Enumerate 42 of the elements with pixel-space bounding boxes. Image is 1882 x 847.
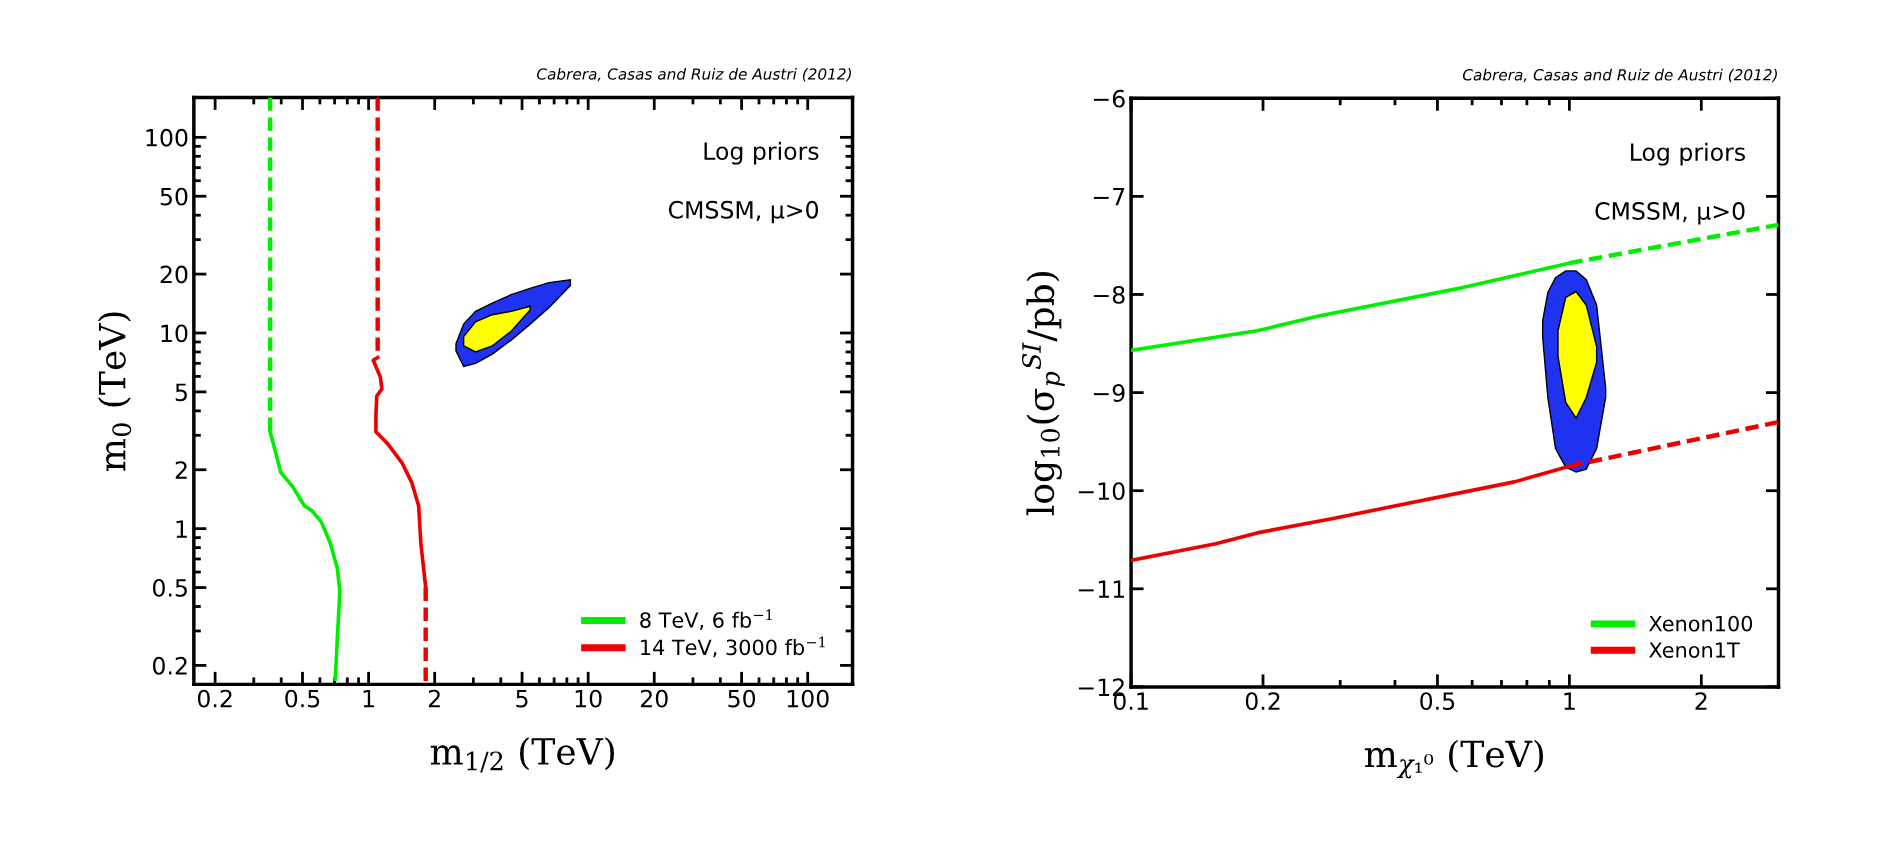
y-tick-label: 20 xyxy=(160,265,188,284)
y-tick-label: −9 xyxy=(1093,384,1125,402)
y-tick-label: 5 xyxy=(175,383,187,402)
annotation: Log priors xyxy=(1631,142,1745,166)
x-tick-label: 2 xyxy=(428,689,440,708)
y-axis-title: m$_{0}$ (TeV) xyxy=(97,312,132,472)
legend-label: Xenon100 xyxy=(1649,615,1753,632)
y-tick-label: −11 xyxy=(1078,580,1125,598)
x-tick-label: 0.5 xyxy=(1420,692,1455,711)
x-tick-label: 1 xyxy=(1564,692,1575,710)
y-tick-label: −7 xyxy=(1093,188,1125,206)
y-tick-label: 50 xyxy=(160,187,188,206)
annotation: Log priors xyxy=(704,141,819,165)
y-tick-label: −6 xyxy=(1093,89,1125,108)
x-tick-label: 0.5 xyxy=(285,689,320,708)
annotation: CMSSM, μ>0 xyxy=(668,200,819,224)
x-tick-label: 1 xyxy=(363,689,374,708)
annotation: CMSSM, μ>0 xyxy=(1595,202,1745,225)
x-axis-title: m$_{1/2}$ (TeV) xyxy=(430,737,615,773)
legend-label: 8 TeV, 6 fb$^{−1}$ xyxy=(640,609,772,631)
x-tick-label: 50 xyxy=(728,689,756,708)
x-tick-label: 5 xyxy=(516,689,528,708)
text: Cabrera, Casas and Ruiz de Austri (2012) xyxy=(1462,68,1777,83)
text: Cabrera, Casas and Ruiz de Austri (2012) xyxy=(537,67,851,82)
y-tick-label: −8 xyxy=(1093,285,1125,304)
y-tick-label: 2 xyxy=(175,461,187,479)
legend-label: Xenon1T xyxy=(1649,642,1740,658)
y-tick-label: 1 xyxy=(176,520,187,538)
x-axis-title: m$_{χ₁⁰}$ (TeV) xyxy=(1364,739,1544,779)
y-tick-label: 100 xyxy=(146,128,188,147)
x-tick-label: 10 xyxy=(575,689,602,708)
y-tick-label: 0.2 xyxy=(152,656,187,675)
x-tick-label: 0.2 xyxy=(197,689,232,708)
x-tick-label: 2 xyxy=(1695,692,1707,710)
x-tick-label: 20 xyxy=(640,689,668,708)
y-tick-label: 10 xyxy=(161,324,188,343)
y-tick-label: 0.5 xyxy=(152,579,187,597)
y-tick-label: −10 xyxy=(1078,482,1125,500)
x-tick-label: 0.2 xyxy=(1245,692,1280,711)
y-axis-title: log$_{10}$(σ$_{p}$$^{SI}$/pb) xyxy=(1021,272,1065,516)
x-tick-label: 100 xyxy=(787,689,829,708)
legend-label: 14 TeV, 3000 fb$^{−1}$ xyxy=(641,636,825,658)
